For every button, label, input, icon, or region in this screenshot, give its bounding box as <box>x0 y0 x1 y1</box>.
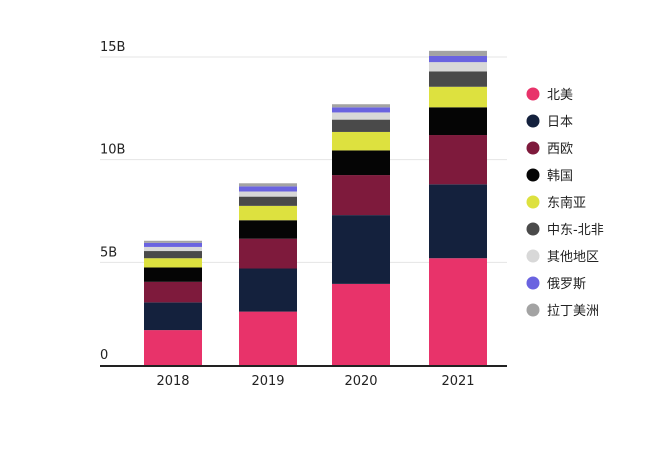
bar-segment <box>144 302 202 331</box>
bar-segment <box>429 258 487 365</box>
legend-marker <box>526 303 540 317</box>
bar-segment <box>429 184 487 259</box>
legend-item: 西欧 <box>526 141 573 157</box>
legend-label: 东南亚 <box>547 195 586 211</box>
y-axis-ticks: 0 5B 10B 15B <box>100 40 125 363</box>
bar-segment <box>144 281 202 303</box>
bar-segment <box>429 71 487 87</box>
legend-marker <box>526 114 540 128</box>
legend-item: 其他地区 <box>526 249 599 265</box>
bar-segment <box>144 267 202 282</box>
bar-segment <box>239 191 297 197</box>
legend-item: 日本 <box>526 114 573 130</box>
bar-stack-2021 <box>429 50 487 365</box>
bars <box>144 50 487 365</box>
x-tick-label: 2018 <box>156 374 189 389</box>
legend-label: 北美 <box>547 88 573 103</box>
bar-segment <box>332 107 390 113</box>
legend-marker <box>526 249 540 263</box>
bar-segment <box>332 150 390 176</box>
legend-item: 中东-北非 <box>526 222 604 238</box>
legend-item: 韩国 <box>526 168 573 184</box>
bar-segment <box>429 50 487 56</box>
bar-segment <box>239 196 297 206</box>
legend-item: 拉丁美洲 <box>526 303 599 319</box>
bar-segment <box>429 107 487 136</box>
bar-segment <box>144 240 202 243</box>
legend-label: 俄罗斯 <box>547 277 586 292</box>
bar-segment <box>332 104 390 108</box>
bar-segment <box>429 86 487 108</box>
legend-item: 俄罗斯 <box>526 276 586 292</box>
y-tick-label: 5B <box>100 245 117 260</box>
bar-segment <box>332 119 390 132</box>
bar-segment <box>239 183 297 187</box>
bar-segment <box>144 251 202 259</box>
bar-segment <box>239 205 297 221</box>
bar-segment <box>239 186 297 192</box>
x-tick-label: 2020 <box>344 374 377 389</box>
legend-label: 韩国 <box>547 169 573 184</box>
legend-marker <box>526 222 540 236</box>
legend-label: 中东-北非 <box>547 223 604 238</box>
bar-segment <box>332 215 390 284</box>
bar-segment <box>144 330 202 365</box>
legend-label: 其他地区 <box>547 250 599 265</box>
legend-marker <box>526 87 540 101</box>
bar-segment <box>429 55 487 63</box>
bar-segment <box>429 135 487 185</box>
bar-stack-2019 <box>239 183 297 365</box>
legend-label: 拉丁美洲 <box>547 304 599 319</box>
x-axis-ticks: 2018 2019 2020 2021 <box>156 374 474 389</box>
x-tick-label: 2021 <box>441 374 474 389</box>
y-tick-label: 10B <box>100 143 125 158</box>
bar-segment <box>332 131 390 151</box>
bar-segment <box>332 175 390 216</box>
bar-segment <box>332 283 390 365</box>
bar-segment <box>239 268 297 312</box>
legend-marker <box>526 276 540 290</box>
legend-label: 西欧 <box>547 142 573 157</box>
y-tick-label: 15B <box>100 40 125 55</box>
bar-segment <box>239 238 297 269</box>
legend-label: 日本 <box>547 115 573 130</box>
legend-item: 北美 <box>526 87 573 103</box>
x-tick-label: 2019 <box>251 374 284 389</box>
legend-marker <box>526 141 540 155</box>
legend-item: 东南亚 <box>526 195 586 211</box>
bar-segment <box>429 62 487 72</box>
bar-segment <box>239 311 297 365</box>
bar-segment <box>144 242 202 247</box>
legend-marker <box>526 195 540 209</box>
bar-stack-2018 <box>144 240 202 365</box>
legend-marker <box>526 168 540 182</box>
bar-segment <box>144 258 202 268</box>
bar-segment <box>144 246 202 252</box>
bar-segment <box>239 220 297 239</box>
bar-segment <box>332 112 390 120</box>
bar-stack-2020 <box>332 104 390 365</box>
y-tick-label: 0 <box>100 348 108 363</box>
